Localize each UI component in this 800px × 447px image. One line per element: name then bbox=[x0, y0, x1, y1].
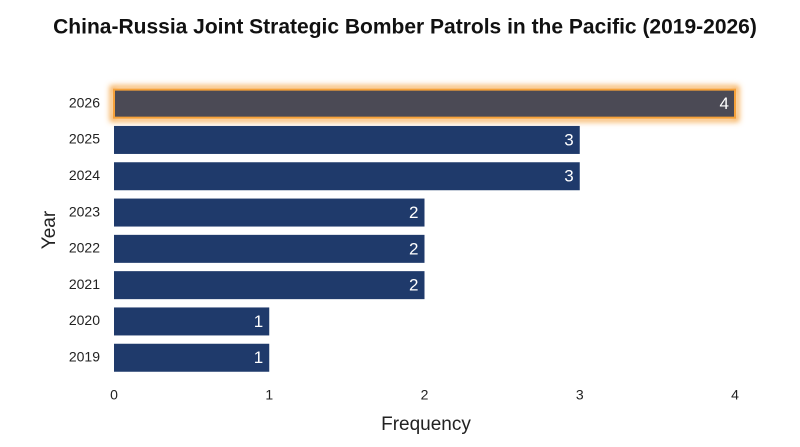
bar bbox=[113, 88, 736, 119]
chart-title: China-Russia Joint Strategic Bomber Patr… bbox=[53, 16, 757, 39]
bar bbox=[114, 125, 580, 154]
bar bbox=[114, 307, 270, 336]
x-tick-label: 3 bbox=[576, 387, 584, 403]
value-label: 2 bbox=[409, 276, 418, 295]
value-label: 2 bbox=[409, 239, 418, 258]
y-tick-label: 2020 bbox=[69, 312, 100, 328]
value-label: 1 bbox=[254, 348, 263, 367]
y-tick-label: 2023 bbox=[69, 203, 100, 219]
value-label: 2 bbox=[409, 203, 418, 222]
value-label: 3 bbox=[564, 130, 573, 149]
bar bbox=[114, 198, 425, 227]
y-tick-label: 2026 bbox=[69, 94, 100, 110]
y-tick-label: 2024 bbox=[69, 167, 100, 183]
y-tick-label: 2021 bbox=[69, 276, 100, 292]
value-label: 3 bbox=[564, 167, 573, 186]
y-tick-label: 2019 bbox=[69, 348, 100, 364]
x-tick-label: 1 bbox=[265, 387, 273, 403]
bar bbox=[114, 234, 425, 263]
x-tick-label: 0 bbox=[110, 387, 118, 403]
y-axis-label: Year bbox=[39, 210, 60, 249]
value-label: 4 bbox=[720, 94, 729, 113]
bar-glow bbox=[110, 85, 739, 122]
bar bbox=[114, 343, 270, 372]
y-tick-label: 2025 bbox=[69, 131, 100, 147]
x-tick-label: 4 bbox=[731, 387, 739, 403]
bar bbox=[114, 162, 580, 191]
y-tick-label: 2022 bbox=[69, 240, 100, 256]
x-tick-label: 2 bbox=[421, 387, 429, 403]
value-label: 1 bbox=[254, 312, 263, 331]
bar bbox=[114, 271, 425, 300]
x-axis-label: Frequency bbox=[381, 414, 471, 435]
